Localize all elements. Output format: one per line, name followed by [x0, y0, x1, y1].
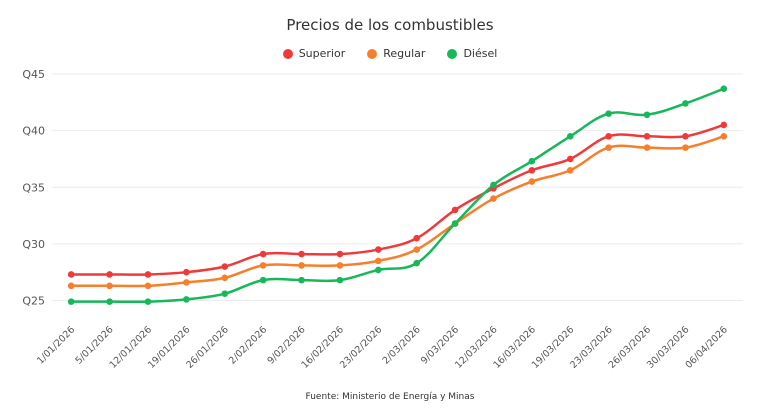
- data-point-regular[interactable]: [643, 144, 651, 151]
- data-point-superior[interactable]: [375, 246, 382, 253]
- data-point-regular[interactable]: [106, 282, 113, 290]
- data-point-diesel[interactable]: [643, 111, 651, 119]
- data-point-diesel[interactable]: [336, 276, 344, 284]
- legend-marker-superior-icon: [282, 48, 293, 59]
- data-point-regular[interactable]: [528, 178, 536, 185]
- chart-source: Fuente: Ministerio de Energía y Minas: [305, 392, 475, 402]
- data-point-diesel[interactable]: [528, 157, 536, 165]
- data-point-superior[interactable]: [67, 271, 75, 278]
- legend-item-superior[interactable]: Superior: [282, 47, 346, 60]
- data-point-regular[interactable]: [375, 257, 382, 265]
- data-point-regular[interactable]: [259, 262, 267, 269]
- data-point-superior[interactable]: [106, 271, 113, 278]
- y-tick-label: Q45: [22, 68, 45, 81]
- y-tick-label: Q35: [22, 181, 45, 194]
- y-tick-label: Q40: [22, 125, 45, 138]
- data-point-regular[interactable]: [413, 246, 420, 253]
- series-points: [67, 85, 728, 305]
- grid-lines: [52, 73, 743, 301]
- legend-marker-regular-icon: [367, 48, 378, 59]
- data-point-diesel[interactable]: [221, 290, 229, 298]
- data-point-diesel[interactable]: [490, 181, 497, 189]
- x-axis: 1/01/20265/01/202612/01/202619/01/202626…: [35, 324, 730, 371]
- chart-title: Precios de los combustibles: [286, 16, 494, 34]
- data-point-regular[interactable]: [67, 282, 75, 290]
- data-point-diesel[interactable]: [259, 276, 267, 284]
- data-point-superior[interactable]: [528, 166, 536, 174]
- data-point-superior[interactable]: [298, 250, 305, 258]
- data-point-diesel[interactable]: [720, 85, 728, 93]
- data-point-superior[interactable]: [221, 263, 229, 270]
- series-line-diesel: [71, 87, 725, 304]
- legend-item-regular[interactable]: Regular: [367, 47, 425, 60]
- data-point-regular[interactable]: [605, 144, 612, 151]
- data-point-superior[interactable]: [183, 268, 190, 276]
- legend-label: Diésel: [463, 47, 498, 60]
- series-line-regular: [71, 135, 725, 288]
- data-point-regular[interactable]: [682, 144, 689, 151]
- series-lines: [71, 87, 725, 304]
- data-point-superior[interactable]: [336, 250, 344, 258]
- data-point-diesel[interactable]: [106, 298, 113, 305]
- data-point-superior[interactable]: [451, 206, 459, 214]
- data-point-diesel[interactable]: [298, 276, 305, 284]
- x-tick-label: 2/03/2026: [381, 324, 423, 366]
- data-point-regular[interactable]: [144, 282, 152, 290]
- series-line-superior: [71, 123, 725, 276]
- data-point-diesel[interactable]: [183, 296, 190, 303]
- data-point-superior[interactable]: [259, 250, 267, 258]
- legend-label: Regular: [383, 47, 426, 60]
- chart-legend: Superior Regular Diésel: [0, 47, 780, 60]
- data-point-superior[interactable]: [643, 132, 651, 140]
- legend-marker-diesel-icon: [447, 48, 458, 59]
- y-axis: Q25 Q30 Q35 Q40 Q45: [22, 68, 45, 308]
- data-point-superior[interactable]: [682, 132, 689, 140]
- x-tick-label: 2/02/2026: [227, 324, 269, 366]
- data-point-regular[interactable]: [221, 274, 229, 282]
- data-point-superior[interactable]: [144, 271, 152, 278]
- y-tick-label: Q30: [22, 238, 45, 251]
- data-point-regular[interactable]: [183, 279, 190, 286]
- data-point-regular[interactable]: [336, 262, 344, 269]
- data-point-superior[interactable]: [605, 132, 612, 140]
- data-point-diesel[interactable]: [413, 259, 420, 267]
- data-point-diesel[interactable]: [605, 110, 612, 117]
- data-point-diesel[interactable]: [375, 266, 382, 274]
- data-point-diesel[interactable]: [67, 298, 75, 305]
- data-point-superior[interactable]: [720, 121, 728, 129]
- x-tick-label: 1/01/2026: [35, 324, 77, 366]
- data-point-regular[interactable]: [490, 195, 497, 202]
- data-point-regular[interactable]: [720, 132, 728, 140]
- data-point-diesel[interactable]: [451, 220, 459, 227]
- data-point-regular[interactable]: [298, 262, 305, 269]
- legend-label: Superior: [298, 47, 346, 60]
- data-point-diesel[interactable]: [566, 132, 574, 140]
- data-point-diesel[interactable]: [682, 100, 689, 107]
- data-point-superior[interactable]: [566, 155, 574, 163]
- legend-item-diesel[interactable]: Diésel: [447, 47, 497, 60]
- data-point-regular[interactable]: [566, 166, 574, 174]
- data-point-superior[interactable]: [413, 234, 420, 242]
- data-point-diesel[interactable]: [144, 298, 152, 305]
- y-tick-label: Q25: [22, 295, 45, 308]
